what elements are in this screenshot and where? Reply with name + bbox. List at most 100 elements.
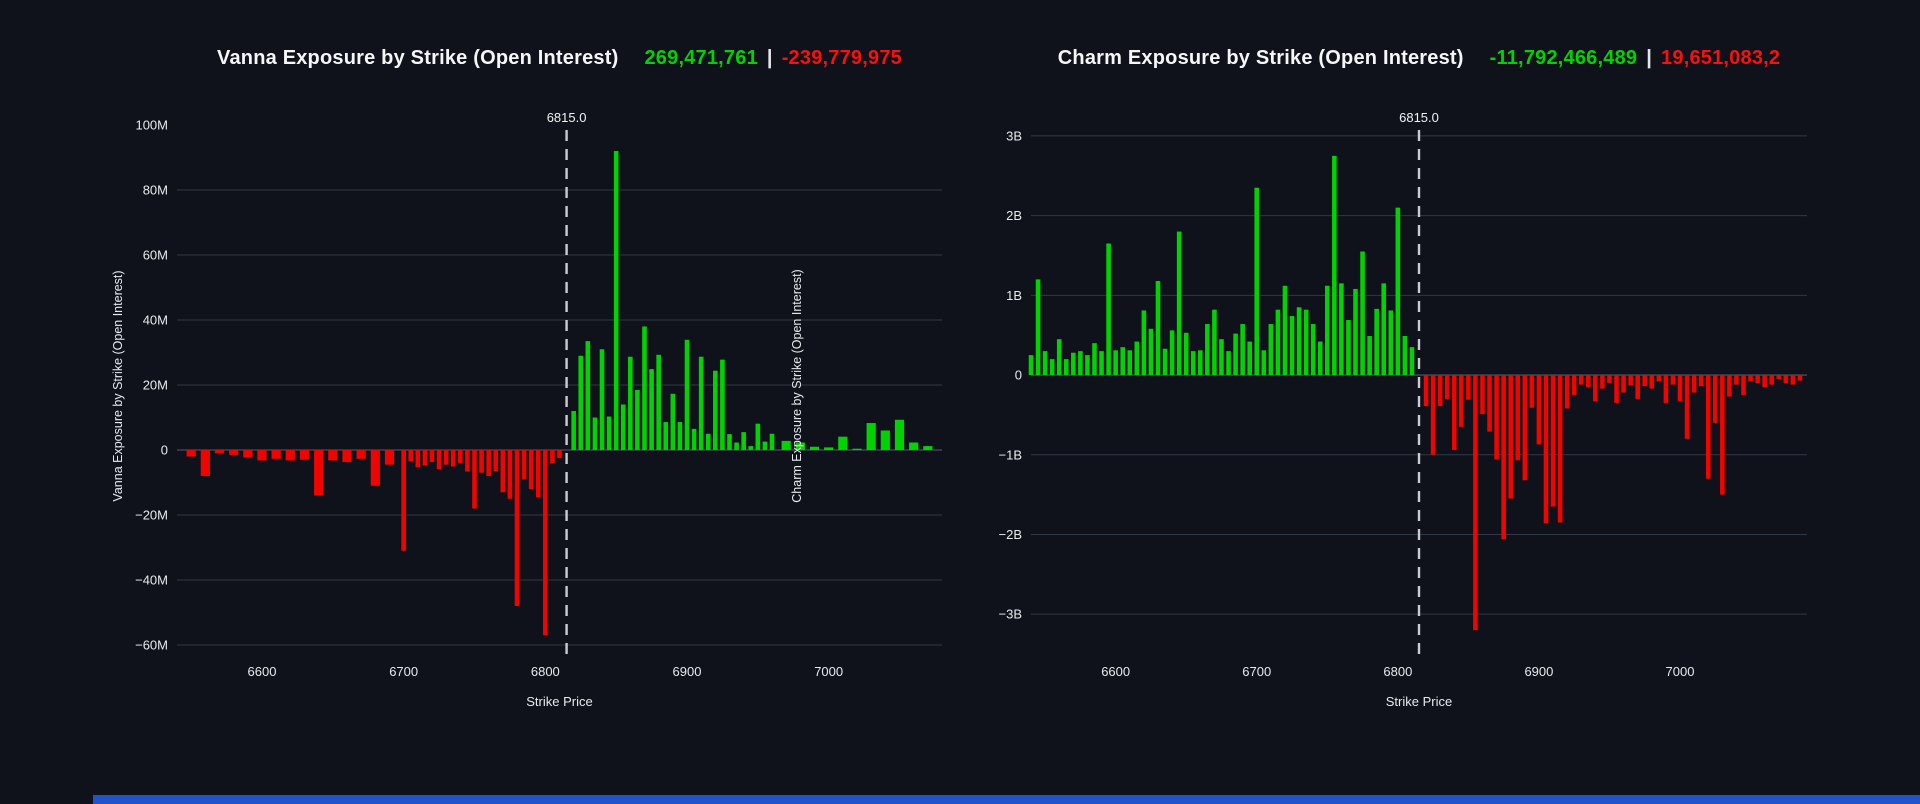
bar[interactable] xyxy=(635,389,640,450)
bar[interactable] xyxy=(1099,351,1104,376)
bar[interactable] xyxy=(1254,187,1260,376)
bar[interactable] xyxy=(1303,309,1309,376)
bar[interactable] xyxy=(1240,324,1245,376)
bar[interactable] xyxy=(1409,347,1415,376)
bar[interactable] xyxy=(1727,375,1732,397)
bar[interactable] xyxy=(1656,375,1662,382)
bar[interactable] xyxy=(781,440,791,450)
bar[interactable] xyxy=(734,442,739,450)
bar[interactable] xyxy=(1339,283,1344,376)
bar[interactable] xyxy=(1261,350,1267,376)
bar[interactable] xyxy=(1776,375,1782,380)
bar[interactable] xyxy=(1395,207,1401,376)
bar[interactable] xyxy=(727,434,732,450)
bar[interactable] xyxy=(1494,375,1499,460)
bar[interactable] xyxy=(1607,375,1612,384)
bar[interactable] xyxy=(1028,355,1034,376)
bar[interactable] xyxy=(1296,307,1302,376)
bar[interactable] xyxy=(493,450,499,472)
bar[interactable] xyxy=(1078,351,1083,376)
bar[interactable] xyxy=(328,450,338,461)
bar[interactable] xyxy=(1480,375,1485,415)
bar[interactable] xyxy=(613,151,619,450)
bar[interactable] xyxy=(713,370,718,450)
bar[interactable] xyxy=(1134,341,1140,376)
bar[interactable] xyxy=(1578,375,1584,385)
bar[interactable] xyxy=(809,446,820,450)
bar[interactable] xyxy=(628,356,633,450)
bar[interactable] xyxy=(1748,375,1753,382)
bar[interactable] xyxy=(271,450,281,459)
bar[interactable] xyxy=(1402,335,1408,376)
bar[interactable] xyxy=(1586,375,1591,387)
bar[interactable] xyxy=(1205,324,1210,376)
bar[interactable] xyxy=(285,450,295,461)
bar[interactable] xyxy=(408,450,414,462)
bar[interactable] xyxy=(550,450,555,463)
bar[interactable] xyxy=(543,450,548,636)
bar[interactable] xyxy=(720,359,725,450)
bar[interactable] xyxy=(257,450,267,461)
bar[interactable] xyxy=(1212,309,1217,376)
bar[interactable] xyxy=(514,450,520,606)
bar[interactable] xyxy=(1635,375,1640,399)
bar[interactable] xyxy=(1317,341,1323,376)
bar[interactable] xyxy=(894,419,905,450)
bar[interactable] xyxy=(1487,375,1492,432)
bar[interactable] xyxy=(429,450,435,463)
bar[interactable] xyxy=(1247,341,1252,376)
bar[interactable] xyxy=(415,450,421,468)
bar[interactable] xyxy=(521,450,527,480)
bar[interactable] xyxy=(384,450,395,465)
bar[interactable] xyxy=(795,442,805,450)
bar[interactable] xyxy=(500,450,506,493)
bar[interactable] xyxy=(1501,375,1506,540)
bar[interactable] xyxy=(1346,320,1351,376)
bar[interactable] xyxy=(1543,375,1549,524)
bar[interactable] xyxy=(1515,375,1521,461)
bar[interactable] xyxy=(1571,375,1577,395)
bar[interactable] xyxy=(1529,375,1535,408)
bar[interactable] xyxy=(1691,375,1697,393)
bar[interactable] xyxy=(1148,328,1154,376)
bar[interactable] xyxy=(1423,375,1429,407)
bar[interactable] xyxy=(1536,375,1542,445)
bar[interactable] xyxy=(436,450,442,470)
bar[interactable] xyxy=(606,416,612,450)
bar[interactable] xyxy=(229,450,239,455)
bar[interactable] xyxy=(1459,375,1464,427)
bar[interactable] xyxy=(1621,375,1626,393)
bar[interactable] xyxy=(1324,285,1330,376)
bar[interactable] xyxy=(1374,308,1379,376)
bar[interactable] xyxy=(472,450,477,509)
bar[interactable] xyxy=(909,442,919,450)
bar[interactable] xyxy=(1226,351,1231,376)
bar[interactable] xyxy=(1120,347,1126,376)
bar[interactable] xyxy=(314,450,324,496)
bar[interactable] xyxy=(1550,375,1556,507)
bar[interactable] xyxy=(599,349,605,450)
bar[interactable] xyxy=(1071,352,1076,376)
bar[interactable] xyxy=(1049,359,1055,376)
bar[interactable] xyxy=(1388,310,1394,376)
bar[interactable] xyxy=(1642,375,1648,387)
bar[interactable] xyxy=(1289,316,1295,376)
bar[interactable] xyxy=(1444,375,1450,399)
bar[interactable] xyxy=(1649,375,1655,389)
bar[interactable] xyxy=(458,450,463,463)
bar[interactable] xyxy=(649,369,654,450)
bar[interactable] xyxy=(1600,375,1605,389)
bar[interactable] xyxy=(1614,375,1619,403)
bar[interactable] xyxy=(1176,231,1182,376)
bar[interactable] xyxy=(200,450,210,476)
bar[interactable] xyxy=(535,450,541,498)
bar[interactable] xyxy=(1508,375,1514,499)
bar[interactable] xyxy=(1783,375,1789,384)
bar[interactable] xyxy=(299,450,310,460)
bar[interactable] xyxy=(465,450,470,472)
bar[interactable] xyxy=(1473,375,1478,631)
bar[interactable] xyxy=(698,356,704,450)
bar[interactable] xyxy=(923,446,933,450)
bar[interactable] xyxy=(1360,251,1365,376)
